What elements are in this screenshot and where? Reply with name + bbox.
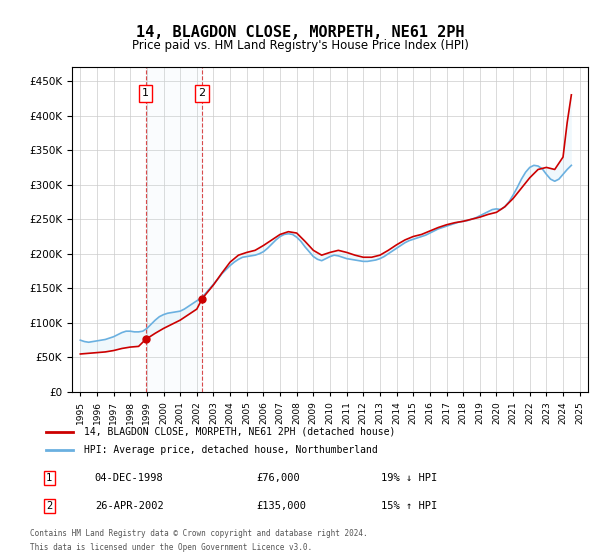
Text: 2: 2 — [46, 501, 52, 511]
Text: £135,000: £135,000 — [257, 501, 307, 511]
Text: 1: 1 — [46, 473, 52, 483]
Text: 15% ↑ HPI: 15% ↑ HPI — [381, 501, 437, 511]
Text: Contains HM Land Registry data © Crown copyright and database right 2024.: Contains HM Land Registry data © Crown c… — [30, 529, 368, 538]
Text: 14, BLAGDON CLOSE, MORPETH, NE61 2PH: 14, BLAGDON CLOSE, MORPETH, NE61 2PH — [136, 25, 464, 40]
Text: 2: 2 — [199, 88, 206, 98]
Text: HPI: Average price, detached house, Northumberland: HPI: Average price, detached house, Nort… — [84, 445, 378, 455]
Text: Price paid vs. HM Land Registry's House Price Index (HPI): Price paid vs. HM Land Registry's House … — [131, 39, 469, 52]
Text: 1: 1 — [142, 88, 149, 98]
Bar — [146, 67, 202, 392]
Text: 19% ↓ HPI: 19% ↓ HPI — [381, 473, 437, 483]
Text: 04-DEC-1998: 04-DEC-1998 — [95, 473, 164, 483]
Text: 14, BLAGDON CLOSE, MORPETH, NE61 2PH (detached house): 14, BLAGDON CLOSE, MORPETH, NE61 2PH (de… — [84, 427, 395, 437]
Text: £76,000: £76,000 — [257, 473, 301, 483]
Text: 26-APR-2002: 26-APR-2002 — [95, 501, 164, 511]
Text: This data is licensed under the Open Government Licence v3.0.: This data is licensed under the Open Gov… — [30, 543, 312, 552]
